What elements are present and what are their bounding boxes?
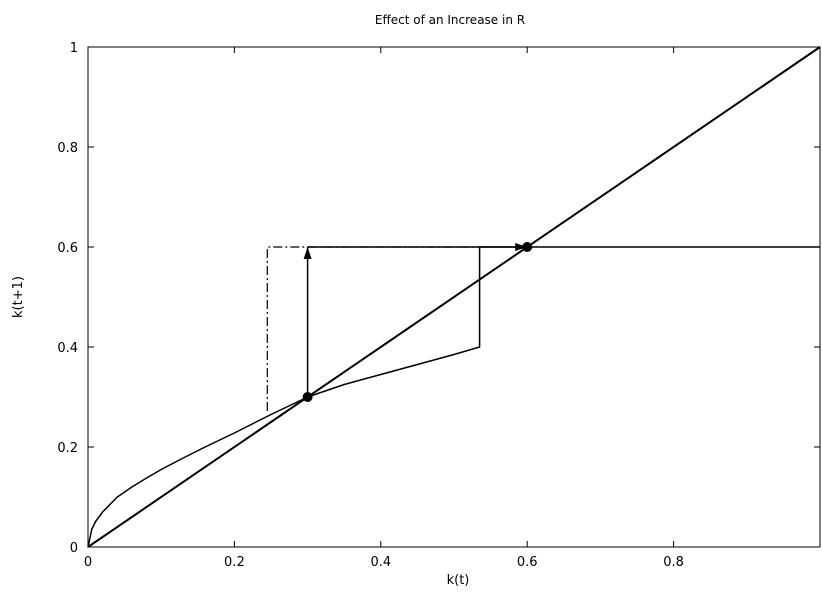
series-group bbox=[87, 46, 821, 548]
y-tick-label-4: 0.8 bbox=[57, 141, 78, 156]
ticks-group: 0 0.2 0.4 0.6 0.8 0 0.2 0.4 0.6 0.8 1 bbox=[57, 41, 820, 570]
equilibrium-point-1 bbox=[522, 242, 533, 252]
arrow-head-0 bbox=[303, 247, 312, 259]
x-tick-label-3: 0.6 bbox=[517, 555, 538, 570]
x-tick-label-1: 0.2 bbox=[224, 555, 245, 570]
x-axis-label: k(t) bbox=[447, 573, 470, 588]
x-tick-label-4: 0.8 bbox=[663, 555, 684, 570]
y-axis-label: k(t+1) bbox=[11, 276, 26, 318]
y-tick-label-2: 0.4 bbox=[57, 341, 78, 356]
x-tick-label-0: 0 bbox=[84, 555, 92, 570]
arrow-head-1 bbox=[515, 243, 528, 251]
y-tick-label-1: 0.2 bbox=[57, 441, 78, 456]
chart-title: Effect of an Increase in R bbox=[375, 13, 525, 27]
y-tick-label-5: 1 bbox=[70, 41, 78, 56]
series-line-0 bbox=[87, 46, 821, 548]
plot-frame bbox=[87, 46, 821, 548]
series-line-1 bbox=[87, 246, 820, 548]
overlays-group bbox=[302, 242, 533, 402]
equilibrium-point-0 bbox=[302, 392, 313, 402]
x-tick-label-2: 0.4 bbox=[370, 555, 391, 570]
y-tick-label-3: 0.6 bbox=[57, 241, 78, 256]
y-tick-label-0: 0 bbox=[70, 541, 78, 556]
series-line-2 bbox=[266, 246, 480, 411]
